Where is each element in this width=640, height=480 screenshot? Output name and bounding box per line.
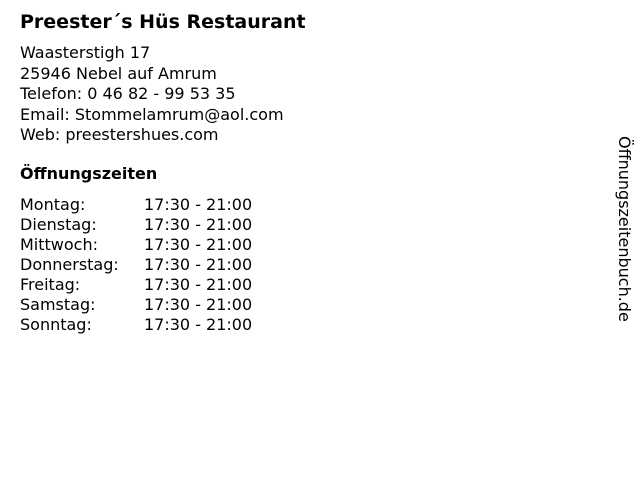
- time: 17:30 - 21:00: [144, 195, 253, 214]
- hours-table: Montag: 17:30 - 21:00 Dienstag: 17:30 - 21…: [20, 195, 252, 335]
- hours-heading: Öffnungszeiten: [20, 164, 158, 183]
- day: Mittwoch:: [20, 235, 98, 254]
- time: 17:30 - 21:00: [144, 215, 253, 234]
- hours-row: Freitag: 17:30 - 21:00: [20, 275, 252, 295]
- day: Montag:: [20, 195, 86, 214]
- time: 17:30 - 21:00: [144, 295, 253, 314]
- page-title: Preester´s Hüs Restaurant: [20, 11, 306, 33]
- day: Sonntag:: [20, 315, 92, 334]
- hours-row: Montag: 17:30 - 21:00: [20, 195, 252, 215]
- street: Waasterstigh 17: [20, 43, 151, 62]
- website: Web: preestershues.com: [20, 125, 219, 144]
- day: Donnerstag:: [20, 255, 119, 274]
- hours-row: Sonntag: 17:30 - 21:00: [20, 315, 252, 335]
- time: 17:30 - 21:00: [144, 255, 253, 274]
- hours-row: Mittwoch: 17:30 - 21:00: [20, 235, 252, 255]
- time: 17:30 - 21:00: [144, 315, 253, 334]
- day: Samstag:: [20, 295, 96, 314]
- hours-row: Dienstag: 17:30 - 21:00: [20, 215, 252, 235]
- phone: Telefon: 0 46 82 - 99 53 35: [20, 84, 236, 103]
- time: 17:30 - 21:00: [144, 235, 253, 254]
- email: Email: Stommelamrum@aol.com: [20, 104, 284, 124]
- watermark: Öffnungszeitenbuch.de: [615, 136, 634, 322]
- city: 25946 Nebel auf Amrum: [20, 63, 217, 83]
- day: Freitag:: [20, 275, 81, 294]
- hours-row: Samstag: 17:30 - 21:00: [20, 295, 252, 315]
- time: 17:30 - 21:00: [144, 275, 253, 294]
- day: Dienstag:: [20, 215, 97, 234]
- address-block: Waasterstigh 17 25946 Nebel auf Amrum Te…: [20, 43, 284, 146]
- hours-row: Donnerstag: 17:30 - 21:00: [20, 255, 252, 275]
